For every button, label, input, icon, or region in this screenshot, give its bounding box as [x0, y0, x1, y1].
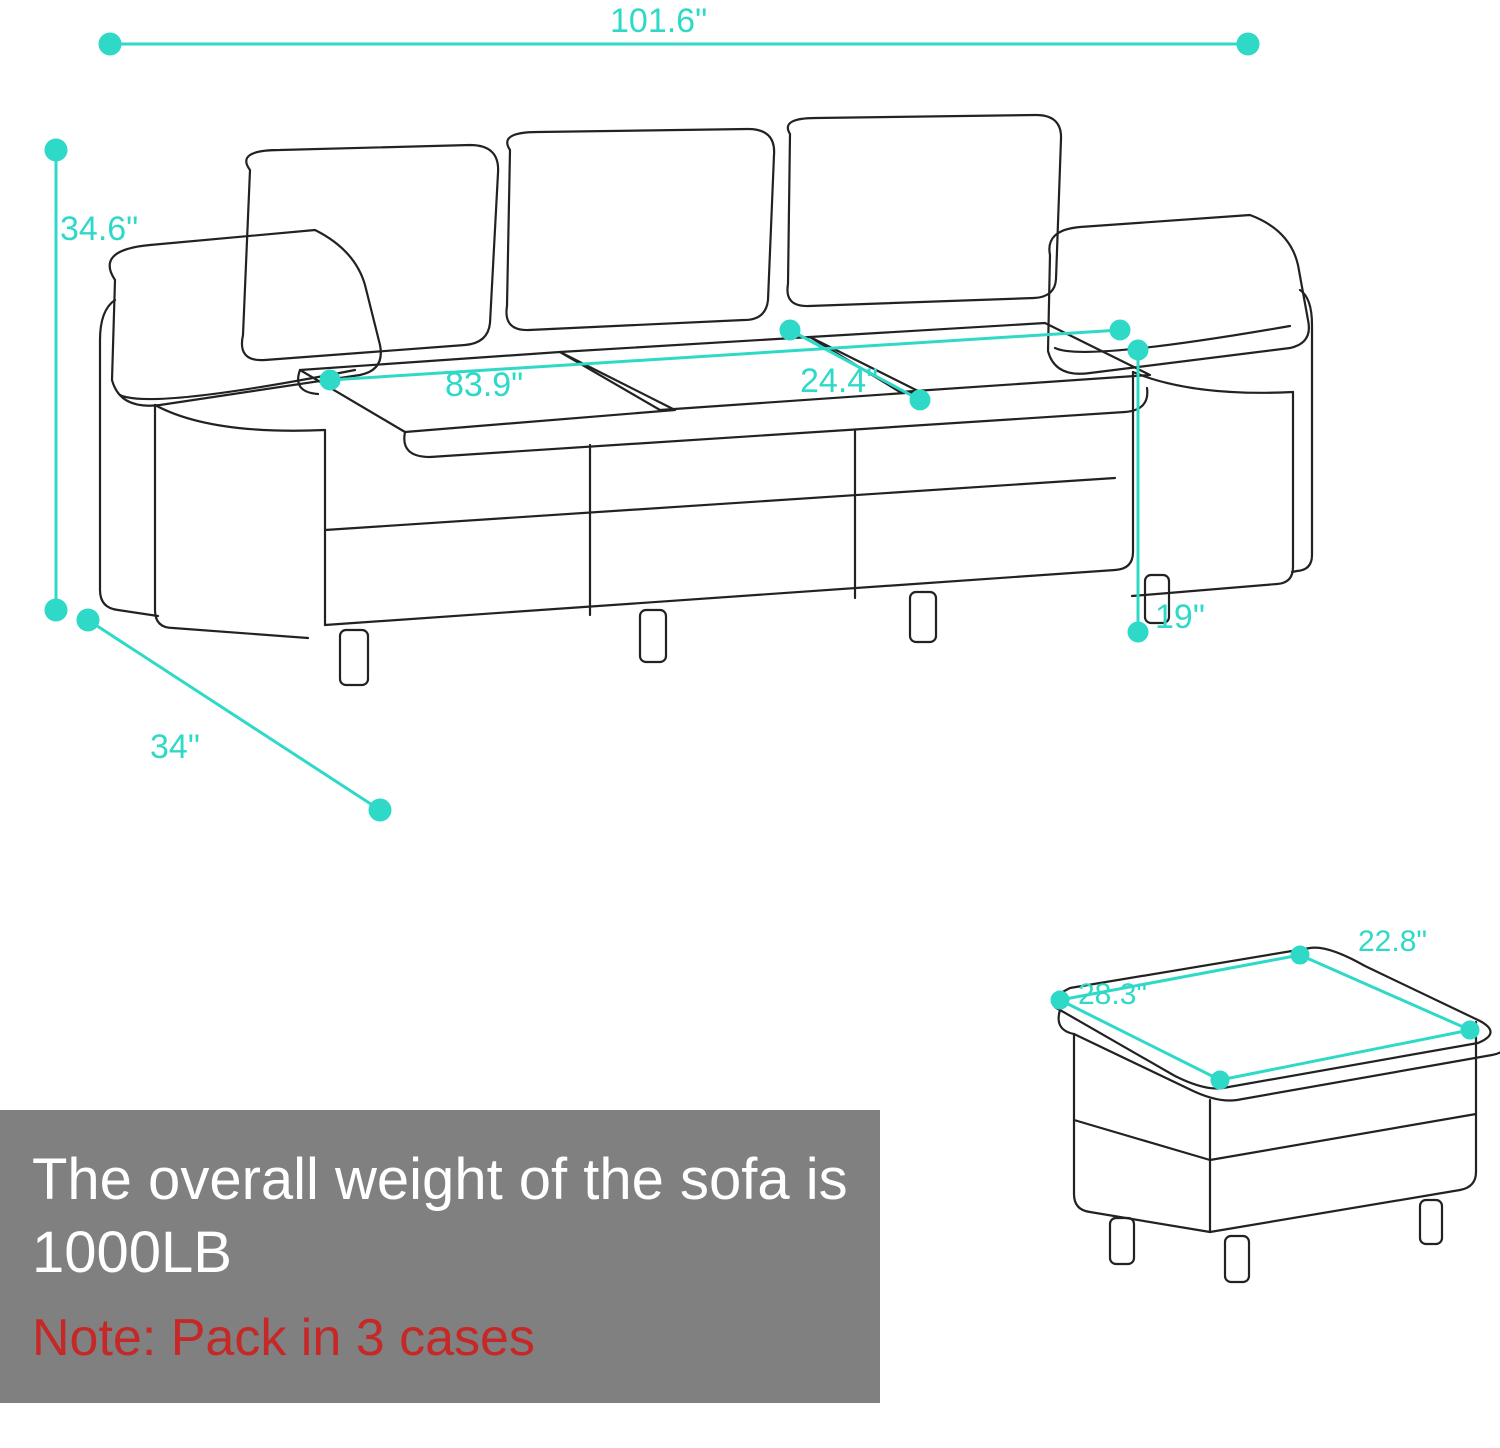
dim-overall-depth: 34": [150, 728, 200, 767]
ottoman-diagram: [1000, 900, 1500, 1320]
dim-seat-height: 19": [1155, 598, 1205, 637]
dim-overall-height: 34.6": [60, 210, 138, 249]
sofa-diagram: [0, 0, 1500, 900]
weight-note-box: The overall weight of the sofa is 1000LB…: [0, 1110, 880, 1403]
dim-ottoman-depth: 28.3": [1078, 978, 1147, 1012]
pack-note-text: Note: Pack in 3 cases: [32, 1305, 848, 1373]
dim-seat-width: 83.9": [445, 366, 523, 405]
dim-overall-width: 101.6": [610, 2, 707, 41]
weight-note-text: The overall weight of the sofa is 1000LB: [32, 1144, 848, 1289]
dim-seat-depth: 24.4": [800, 362, 878, 401]
dim-ottoman-width: 22.8": [1358, 925, 1427, 959]
